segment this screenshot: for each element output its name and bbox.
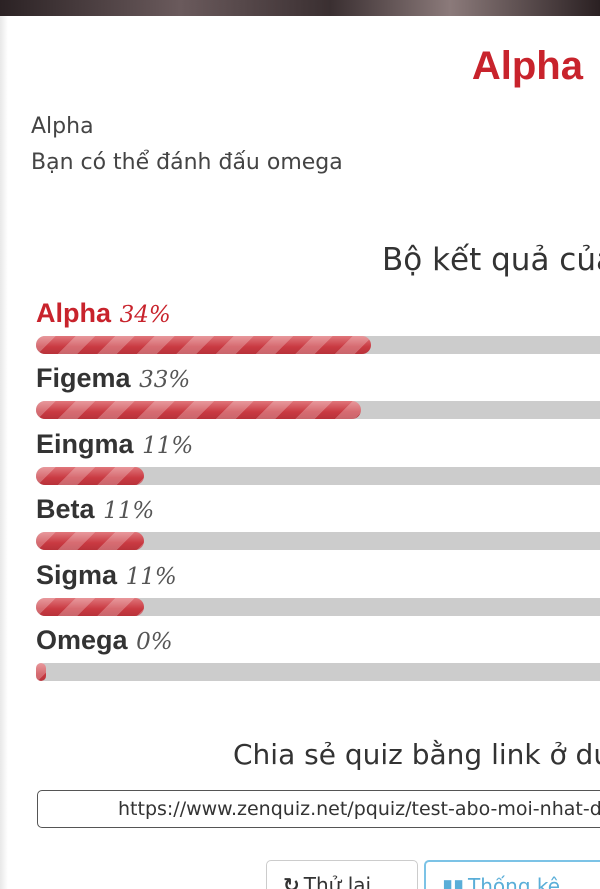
result-percent: 34%	[119, 302, 171, 328]
result-card: Alpha Alpha Bạn có thể đánh đấu omega Bộ…	[0, 16, 600, 889]
result-bar-track	[36, 597, 600, 616]
refresh-icon: ↻	[283, 873, 300, 889]
result-name: Figema	[36, 363, 131, 394]
retry-button[interactable]: ↻ Thử lại	[266, 860, 418, 889]
result-label: Alpha 34%	[36, 296, 171, 332]
result-name: Beta	[36, 494, 95, 525]
share-link-input[interactable]	[37, 790, 600, 828]
bar-chart-icon: ▮▮	[442, 874, 465, 889]
result-label: Eingma 11%	[36, 427, 193, 463]
result-percent: 11%	[142, 432, 194, 459]
result-label: Omega 0%	[36, 623, 173, 659]
result-name: Alpha	[36, 298, 112, 328]
stats-button[interactable]: ▮▮ Thống kê	[424, 860, 600, 889]
results-heading: Bộ kết quả của	[382, 242, 600, 278]
result-name: Sigma	[36, 559, 118, 590]
result-name: Omega	[36, 625, 128, 655]
result-bar-track	[36, 466, 600, 485]
result-row-omega: Omega 0%	[36, 623, 600, 683]
result-row-eingma: Eingma 11%	[36, 427, 600, 487]
result-row-alpha: Alpha 34%	[36, 296, 600, 356]
retry-label: Thử lại	[303, 873, 372, 889]
share-heading: Chia sẻ quiz bằng link ở dưới	[233, 738, 600, 771]
result-percent: 33%	[139, 367, 191, 394]
result-bar-track	[36, 532, 600, 551]
result-bar-track	[36, 336, 600, 354]
header-image	[0, 0, 600, 16]
result-bar-fill	[36, 466, 145, 485]
result-percent: 0%	[136, 629, 173, 655]
result-bar-fill	[36, 401, 361, 420]
result-percent: 11%	[103, 498, 155, 525]
result-row-sigma: Sigma 11%	[36, 558, 600, 618]
result-label: Figema 33%	[36, 361, 190, 397]
result-description-line-1: Alpha	[31, 114, 94, 139]
result-bar-track	[36, 663, 600, 681]
result-description-line-2: Bạn có thể đánh đấu omega	[31, 150, 343, 175]
result-bar-fill	[36, 597, 145, 616]
result-bar-fill	[36, 532, 145, 551]
result-row-beta: Beta 11%	[36, 492, 600, 552]
result-label: Beta 11%	[36, 492, 154, 528]
result-bar-track	[36, 401, 600, 420]
card-edge	[0, 16, 8, 889]
result-name: Eingma	[36, 428, 134, 459]
result-row-figema: Figema 33%	[36, 361, 600, 421]
result-percent: 11%	[125, 563, 177, 590]
result-bar-fill	[36, 336, 371, 354]
result-bar-fill	[36, 663, 46, 681]
result-title: Alpha	[471, 44, 583, 88]
stats-label: Thống kê	[468, 874, 561, 889]
result-label: Sigma 11%	[36, 558, 177, 594]
